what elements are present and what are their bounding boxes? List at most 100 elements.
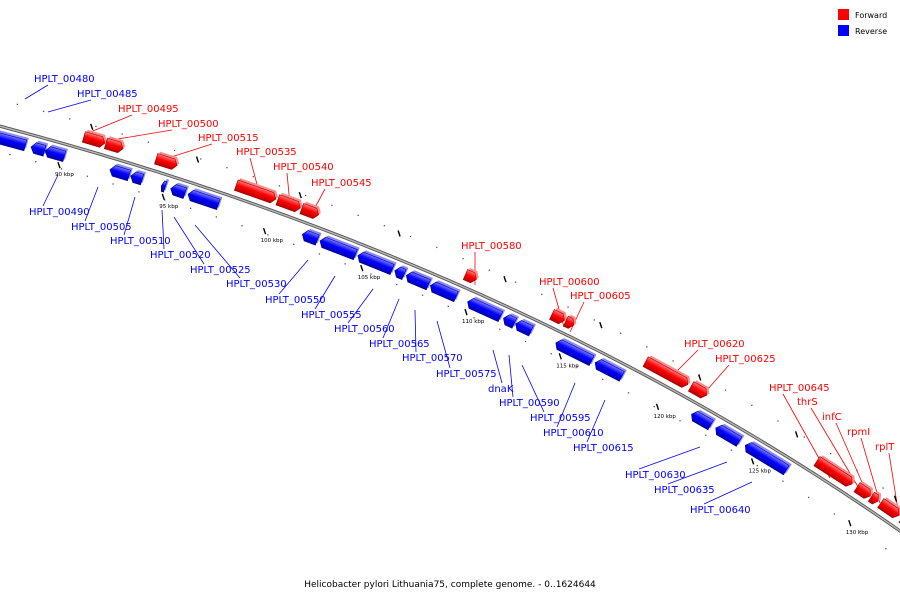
gene-label[interactable]: HPLT_00625 [715, 354, 776, 365]
gene-label[interactable]: HPLT_00595 [530, 413, 591, 424]
gene-arrow [357, 251, 395, 276]
gene-feature-HPLT_00635[interactable] [713, 421, 745, 447]
gene-label[interactable]: rplT [875, 442, 895, 453]
gene-feature-HPLT_00535[interactable] [233, 178, 280, 205]
gene-labels: HPLT_00480 HPLT_00485 HPLT_00490 HPLT_00495… [29, 74, 895, 516]
gene-label[interactable]: HPLT_00525 [190, 265, 251, 276]
scale-tick-label: 90 kbp [55, 172, 74, 178]
scale-tick-mark [848, 519, 852, 527]
gene-feature-HPLT_00610[interactable] [553, 336, 597, 367]
gene-feature-dnaK[interactable] [465, 294, 506, 323]
gene-label[interactable]: HPLT_00495 [118, 104, 179, 115]
gene-feature-HPLT_00640[interactable] [742, 438, 792, 476]
gene-label[interactable]: dnaK [488, 384, 514, 395]
gene-label[interactable]: HPLT_00580 [461, 241, 522, 252]
gene-feature-HPLT_00645[interactable] [813, 454, 858, 489]
gene-label[interactable]: HPLT_00645 [769, 383, 830, 394]
gene-feature-thrS[interactable] [853, 481, 876, 502]
gene-label[interactable]: HPLT_00545 [311, 178, 372, 189]
scale-tick-label: 125 kbp [749, 468, 772, 474]
gene-label[interactable]: rpmI [847, 427, 870, 438]
scale-tick-mark [698, 374, 702, 381]
gene-label[interactable]: HPLT_00510 [110, 236, 171, 247]
gene-label[interactable]: HPLT_00485 [77, 89, 138, 100]
gene-feature-HPLT_00560[interactable] [356, 248, 397, 276]
gene-arrow [549, 309, 565, 325]
gene-label[interactable]: HPLT_00505 [71, 222, 132, 233]
gene-feature-HPLT_00520[interactable] [160, 178, 170, 193]
gene-feature-HPLT_00550[interactable] [300, 227, 322, 246]
gene-label[interactable]: HPLT_00600 [539, 277, 600, 288]
gene-label[interactable]: HPLT_00520 [150, 250, 211, 261]
gene-feature-HPLT_00505[interactable] [108, 162, 133, 182]
legend: Forward Reverse [838, 9, 887, 36]
gene-label[interactable]: HPLT_00570 [402, 353, 463, 364]
dot-marker [421, 294, 424, 296]
gene-label[interactable]: HPLT_00635 [654, 485, 715, 496]
dot-marker [396, 283, 398, 286]
dot-marker [672, 360, 674, 362]
gene-label[interactable]: HPLT_00615 [573, 443, 634, 454]
dot-marker [447, 305, 449, 307]
scale-tick-mark [195, 156, 200, 163]
gene-arrow [30, 142, 47, 157]
dot-marker [35, 161, 37, 163]
gene-feature-rpmI[interactable] [877, 496, 900, 520]
legend-reverse-label: Reverse [855, 27, 887, 36]
leader-line [414, 309, 417, 353]
gene-feature-HPLT_00490[interactable] [44, 143, 68, 162]
gene-feature-HPLT_00495[interactable] [81, 129, 108, 149]
gene-arrow [394, 266, 407, 280]
gene-feature-HPLT_00605[interactable] [562, 314, 578, 331]
gene-feature-HPLT_00615[interactable] [593, 356, 627, 382]
gene-feature-HPLT_00595[interactable] [513, 317, 536, 337]
gene-feature-HPLT_00580[interactable] [462, 267, 481, 285]
gene-feature-HPLT_00515[interactable] [154, 151, 180, 171]
gene-feature-HPLT_00565[interactable] [393, 263, 409, 280]
gene-feature-HPLT_00625[interactable] [687, 379, 712, 400]
gene-label[interactable]: thrS [797, 397, 818, 408]
gene-label[interactable]: HPLT_00575 [436, 369, 497, 380]
gene-label[interactable]: HPLT_00630 [625, 470, 686, 481]
gene-feature-HPLT_00600[interactable] [549, 307, 570, 326]
gene-feature-HPLT_00575[interactable] [428, 278, 461, 303]
dot-marker [730, 449, 733, 451]
gene-label[interactable]: HPLT_00640 [690, 505, 751, 516]
gene-label[interactable]: HPLT_00540 [273, 162, 334, 173]
dot-marker [619, 332, 622, 334]
dot-marker [293, 243, 295, 245]
gene-label[interactable]: HPLT_00515 [198, 133, 259, 144]
gene-label[interactable]: HPLT_00490 [29, 207, 90, 218]
dot-marker [882, 487, 884, 489]
gene-feature-HPLT_00545[interactable] [299, 201, 323, 220]
gene-label[interactable]: HPLT_00530 [226, 279, 287, 290]
gene-feature-HPLT_00540[interactable] [275, 192, 305, 213]
gene-feature-HPLT_00570[interactable] [404, 268, 433, 291]
gene-label[interactable]: HPLT_00500 [158, 119, 219, 130]
gene-label[interactable]: HPLT_00605 [570, 291, 631, 302]
gene-feature-HPLT_00620[interactable] [642, 355, 693, 390]
dot-marker [488, 269, 490, 271]
gene-feature-HPLT_00590[interactable] [501, 311, 520, 329]
gene-label[interactable]: HPLT_00550 [265, 295, 326, 306]
gene-feature-HPLT_00500[interactable] [103, 136, 127, 155]
gene-feature-HPLT_00530[interactable] [186, 187, 223, 210]
gene-label[interactable]: HPLT_00560 [334, 324, 395, 335]
gene-label[interactable]: infC [822, 412, 842, 423]
gene-label[interactable]: HPLT_00610 [543, 428, 604, 439]
gene-label[interactable]: HPLT_00535 [236, 147, 297, 158]
gene-feature-HPLT_00485[interactable] [30, 139, 49, 157]
gene-label[interactable]: HPLT_00480 [34, 74, 95, 85]
scale-tick-mark [893, 495, 898, 502]
gene-label[interactable]: HPLT_00620 [684, 339, 745, 350]
gene-feature-HPLT_00630[interactable] [689, 407, 716, 431]
scale-tick-mark [360, 264, 364, 272]
gene-label[interactable]: HPLT_00590 [499, 398, 560, 409]
gene-feature-HPLT_00555[interactable] [318, 233, 360, 261]
gene-feature-HPLT_00510[interactable] [129, 168, 146, 186]
gene-label[interactable]: HPLT_00565 [369, 339, 430, 350]
gene-feature-HPLT_00480[interactable] [0, 129, 29, 152]
gene-label[interactable]: HPLT_00555 [301, 310, 362, 321]
gene-feature-HPLT_00525[interactable] [169, 181, 189, 199]
gene-feature-infC[interactable] [867, 490, 883, 507]
